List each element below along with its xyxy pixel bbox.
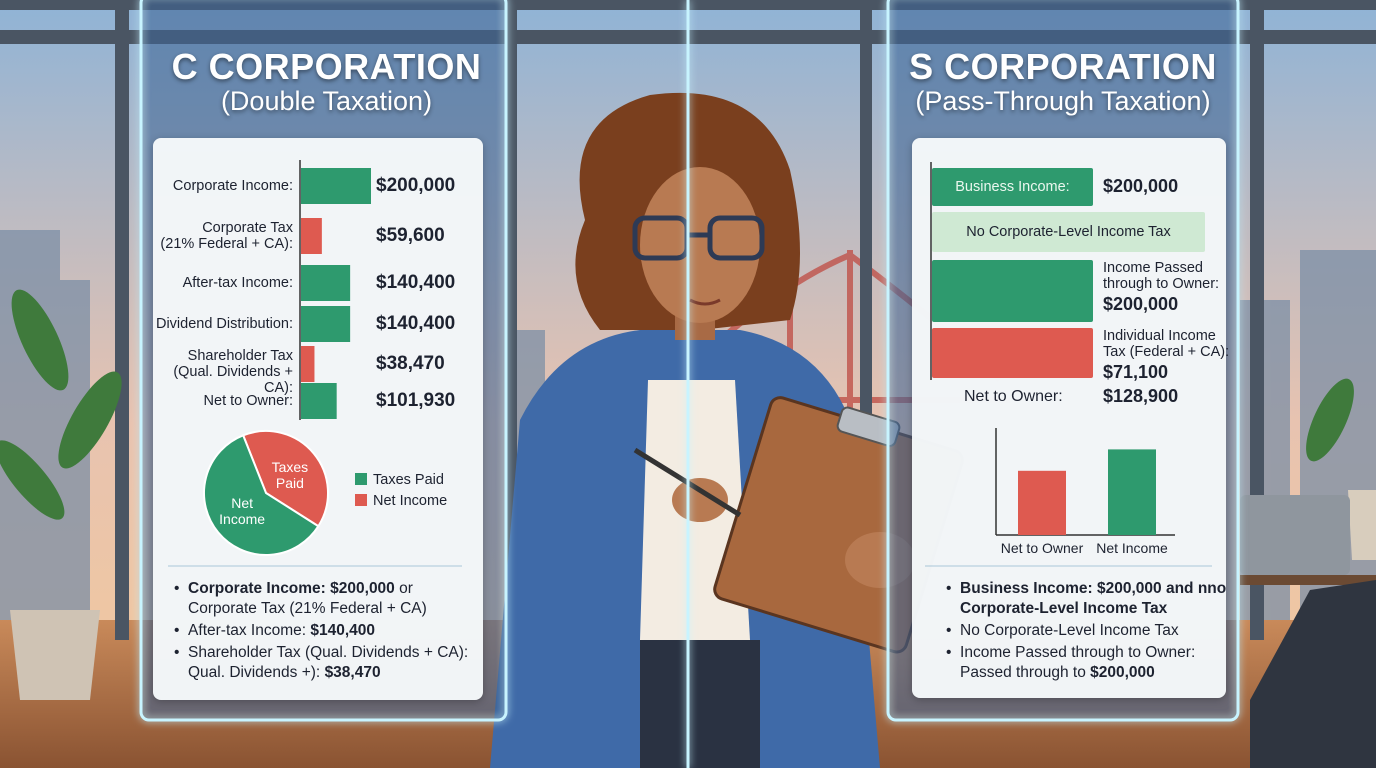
bar [301, 306, 351, 342]
pie-label: Paid [276, 475, 304, 491]
pie-label: Net [231, 495, 253, 511]
row-label: (Qual. Dividends + CA): [173, 364, 293, 396]
bar [301, 168, 371, 204]
row-label: through to Owner: [1103, 276, 1220, 292]
x-tick-label: Net to Owner [1001, 540, 1084, 556]
bullet: • Shareholder Tax (Qual. Dividends + CA)… [174, 643, 478, 683]
bullet: • Corporate Income: $200,000 or Corporat… [174, 579, 478, 619]
row-label: Shareholder Tax [187, 348, 293, 364]
panel-title: C CORPORATION [171, 46, 482, 87]
bullet: • No Corporate-Level Income Tax [946, 621, 1236, 641]
panel-title: S CORPORATION [909, 46, 1217, 87]
bullet: • After-tax Income: $140,400 [174, 621, 478, 641]
bullet-dot: • [946, 580, 961, 597]
box-label: No Corporate-Level Income Tax [966, 224, 1171, 240]
bullet-dot: • [946, 644, 961, 661]
row-label: Individual Income [1103, 328, 1216, 344]
row-value: $200,000 [376, 175, 456, 196]
bullet-dot: • [946, 622, 961, 639]
row-box [932, 260, 1093, 322]
row-label: After-tax Income: [182, 275, 293, 291]
row-value: $59,600 [376, 225, 445, 246]
row-value: $200,000 [1103, 176, 1179, 196]
bar [301, 218, 322, 254]
bullet-text: $140,400 [310, 622, 376, 639]
bullet-text: $200,000 [1090, 664, 1155, 681]
bullet-text: $38,470 [324, 664, 381, 681]
bar [1018, 470, 1066, 535]
legend-swatch [355, 494, 367, 506]
row-label: Corporate Income: [172, 178, 293, 194]
row-value: $101,930 [376, 390, 456, 411]
bar [1108, 449, 1156, 535]
bar [301, 346, 315, 382]
legend-label: Net Income [373, 493, 447, 509]
bullet-dot: • [174, 580, 189, 597]
panel-subtitle: (Double Taxation) [220, 86, 433, 116]
row-label: Net to Owner: [964, 388, 1063, 405]
bullet-dot: • [174, 644, 189, 661]
row-value: $200,000 [1103, 294, 1179, 314]
bar [301, 265, 351, 301]
row-box [932, 168, 1093, 206]
row-box [932, 212, 1205, 252]
row-label: Corporate Tax [202, 220, 293, 236]
legend-label: Taxes Paid [373, 472, 444, 488]
pie-slice [203, 434, 320, 556]
row-label: Tax (Federal + CA): [1103, 344, 1230, 360]
pie-label: Taxes [272, 459, 309, 475]
x-tick-label: Net Income [1096, 540, 1168, 556]
bullet-text: No Corporate-Level Income Tax [960, 622, 1179, 639]
row-label: Income Passed [1103, 260, 1203, 276]
bullet-text: or Corporate Tax (21% Federal + CA) [188, 580, 427, 617]
box-label: Business Income: [955, 179, 1070, 195]
bar [301, 383, 337, 419]
row-label: Dividend Distribution: [155, 316, 293, 332]
bullet-text: Business Income: $200,000 and nno Corpor… [960, 580, 1227, 617]
row-label: Net to Owner: [203, 393, 293, 409]
bullet-dot: • [174, 622, 189, 639]
row-value: $38,470 [376, 353, 445, 374]
row-box [932, 328, 1093, 378]
pie-slice [241, 430, 329, 528]
bullet-text: Shareholder Tax (Qual. Dividends + CA): … [188, 644, 469, 681]
legend-swatch [355, 473, 367, 485]
pie-label: Income [219, 511, 265, 527]
bullet: • Income Passed through to Owner: Passed… [946, 643, 1236, 683]
panel-subtitle: (Pass-Through Taxation) [915, 86, 1211, 116]
row-value: $140,400 [376, 272, 456, 293]
bullet-text: Income Passed through to Owner: Passed t… [960, 644, 1196, 681]
row-value: $71,100 [1103, 362, 1169, 382]
bullet-text: After-tax Income: [188, 622, 311, 639]
row-label: (21% Federal + CA): [160, 236, 293, 252]
bullet-text: Corporate Income: $200,000 [188, 580, 395, 597]
bullet: • Business Income: $200,000 and nno Corp… [946, 579, 1236, 619]
row-value: $140,400 [376, 313, 456, 334]
row-value: $128,900 [1103, 386, 1179, 406]
